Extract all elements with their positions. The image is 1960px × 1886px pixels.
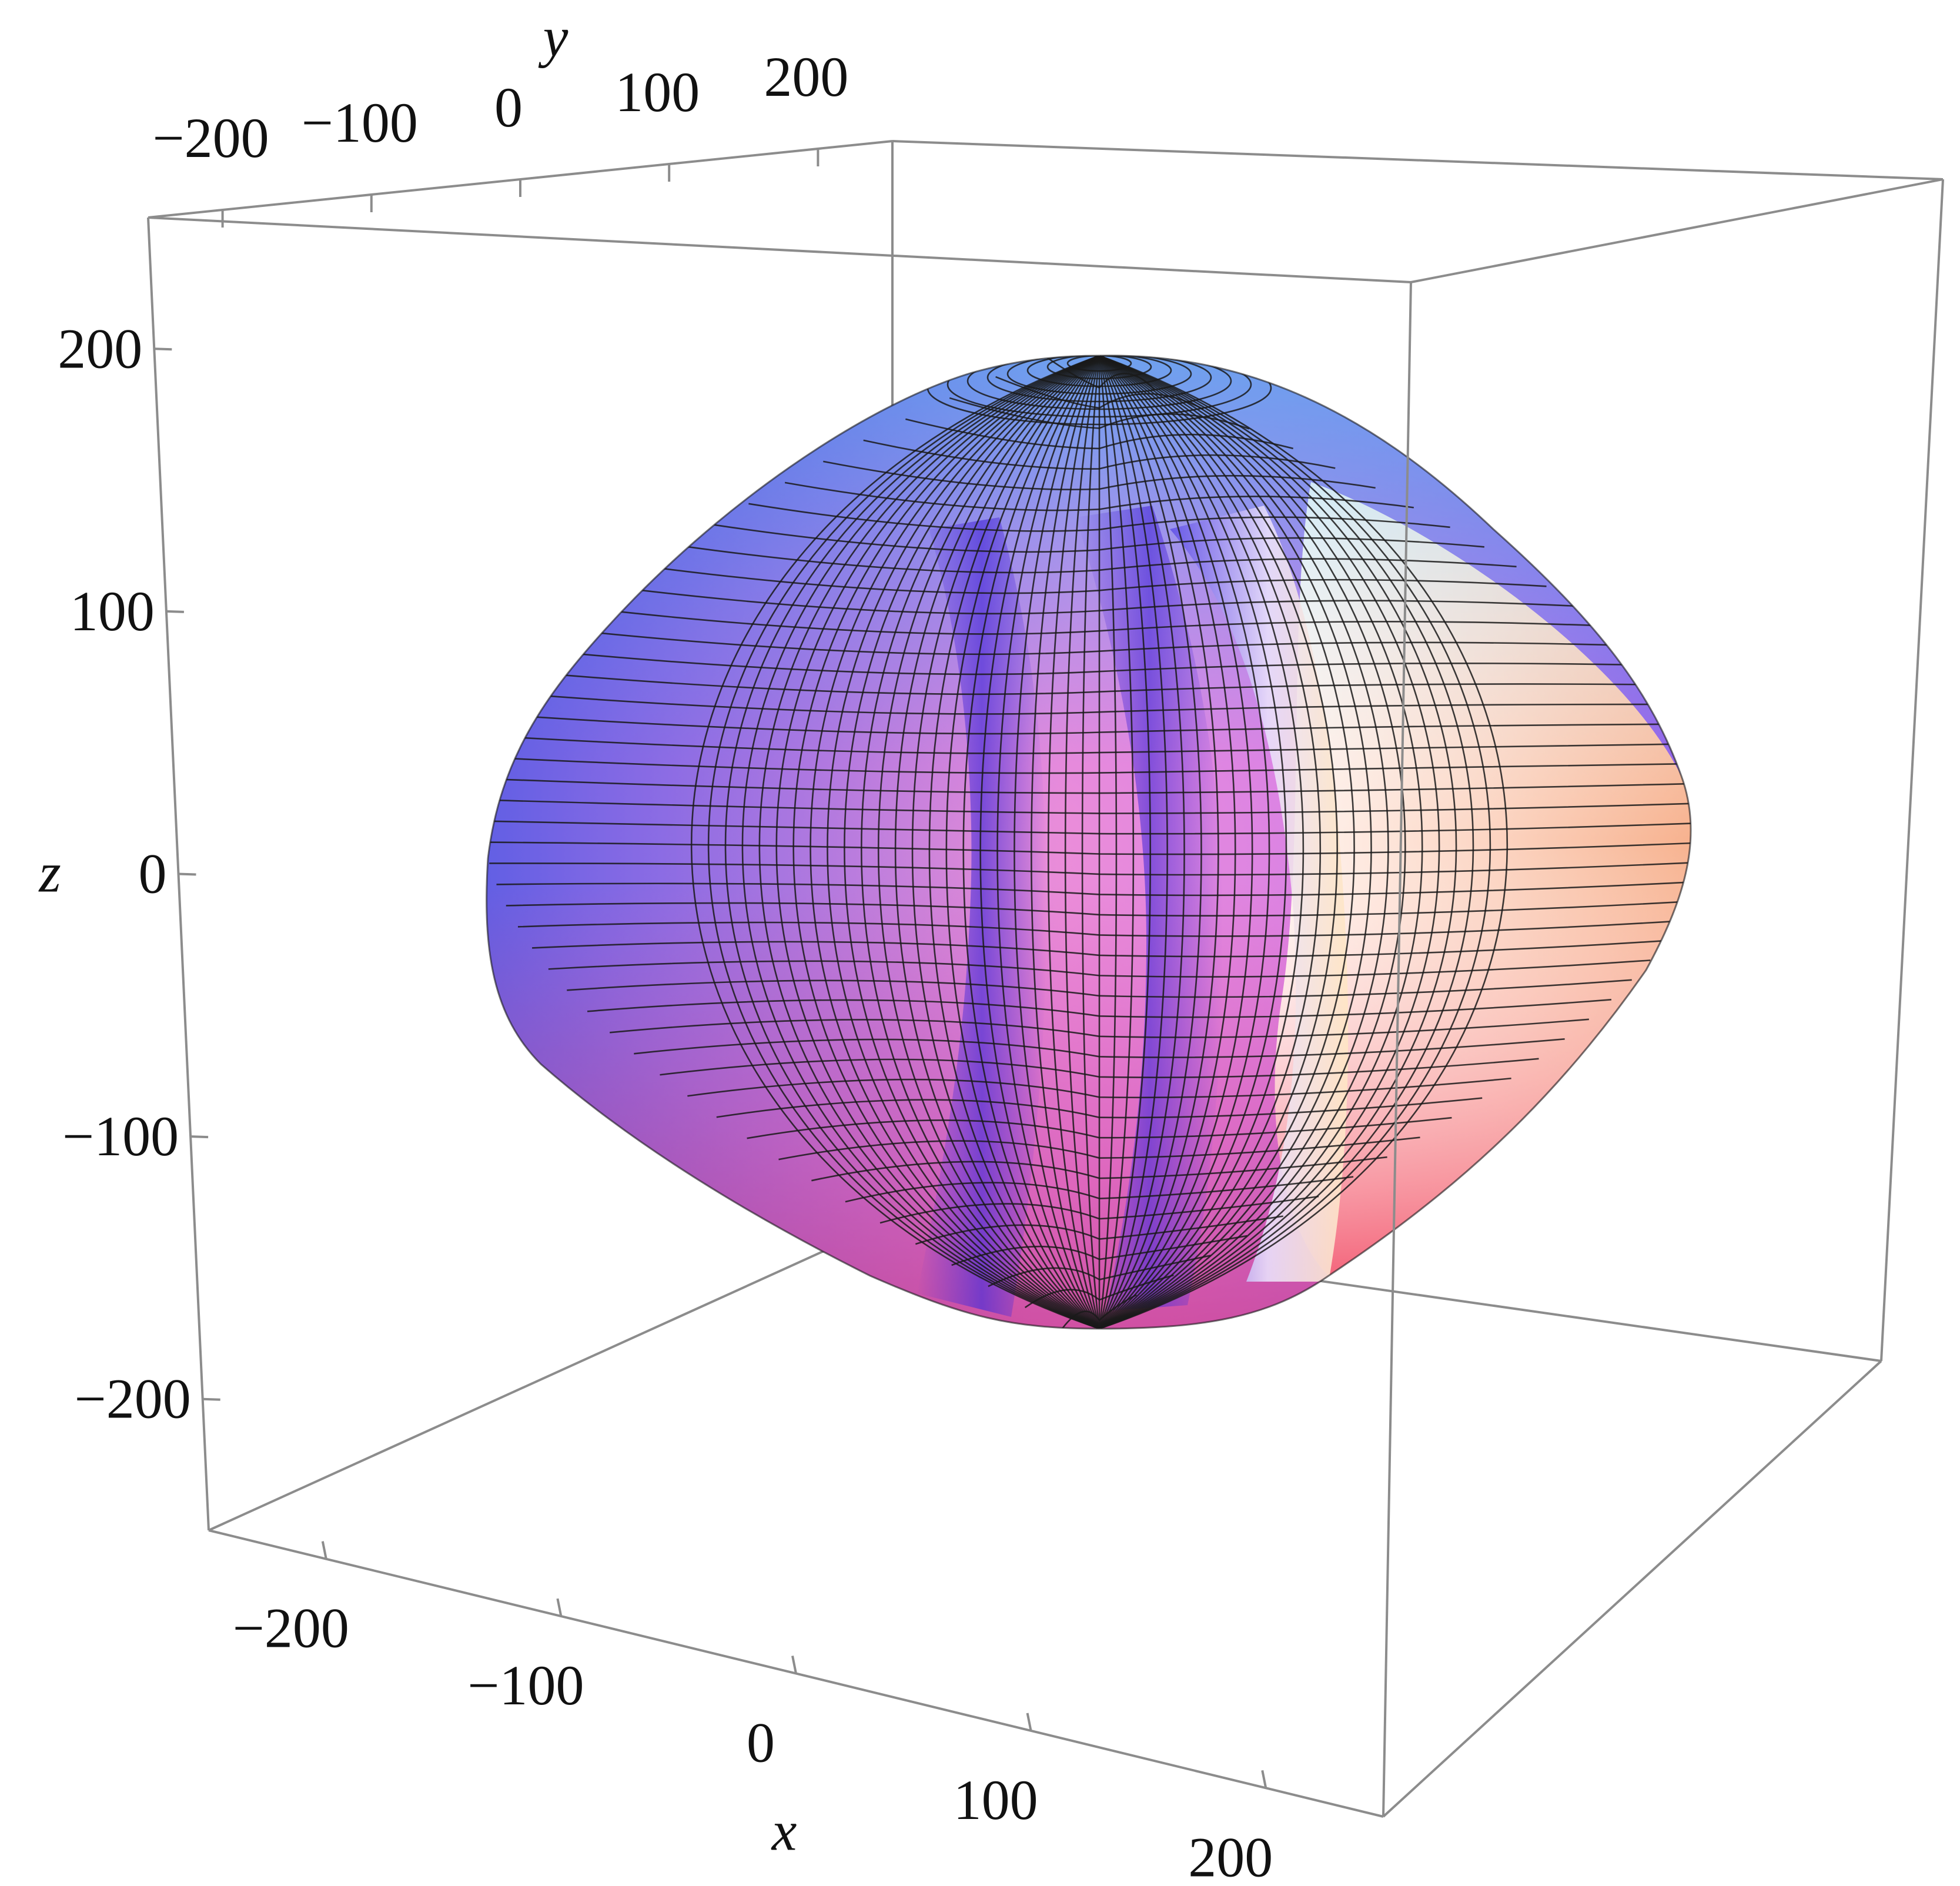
z-tick-mark [166, 610, 184, 613]
box-edge [1880, 179, 1944, 1362]
y-tick-label: −100 [302, 91, 418, 154]
axis-ticks: 200 100 0 −100 −200 z −200 −100 0 100 200 x −200 −100… [38, 5, 1273, 1886]
x-tick-mark [1026, 1713, 1032, 1731]
x-tick-label: 100 [954, 1768, 1038, 1831]
z-tick-label: 200 [58, 317, 142, 380]
y-axis-label: y [538, 5, 568, 68]
box-edge [1410, 178, 1944, 283]
x-tick-label: 0 [747, 1711, 775, 1774]
x-tick-mark [556, 1598, 563, 1617]
y-tick-label: 200 [764, 45, 848, 108]
x-tick-label: −200 [233, 1597, 349, 1660]
box-edge [1382, 282, 1412, 1817]
box-edge [1382, 1360, 1882, 1818]
x-tick-label: −100 [467, 1654, 584, 1717]
box-edge [148, 216, 1412, 283]
z-tick-label: −200 [75, 1367, 191, 1430]
x-tick-mark [1261, 1770, 1267, 1788]
surface-plot [486, 355, 1692, 1330]
z-axis-label: z [38, 841, 61, 904]
x-axis-label: x [771, 1800, 797, 1862]
z-tick-mark [202, 1397, 220, 1401]
z-tick-label: 0 [139, 842, 167, 905]
x-tick-label: 200 [1188, 1825, 1273, 1886]
z-tick-label: 100 [70, 580, 155, 643]
box-edge [208, 1219, 893, 1531]
surface-outline [486, 355, 1692, 1330]
x-tick-mark [321, 1541, 327, 1560]
y-tick-label: −200 [153, 106, 269, 169]
surface-mesh [486, 355, 1691, 1329]
y-tick-label: 0 [494, 76, 523, 139]
z-tick-mark [190, 1135, 209, 1139]
z-tick-mark [178, 872, 196, 876]
y-tick-label: 100 [615, 61, 700, 123]
x-tick-mark [791, 1656, 797, 1674]
box-edge [892, 140, 1944, 180]
z-tick-label: −100 [62, 1105, 179, 1168]
